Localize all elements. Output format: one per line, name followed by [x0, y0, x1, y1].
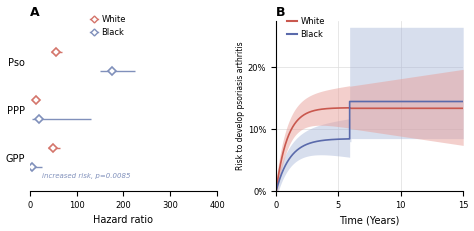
Y-axis label: Risk to develop psoriasis arthritis: Risk to develop psoriasis arthritis	[236, 42, 245, 170]
Legend: White, Black: White, Black	[86, 12, 129, 40]
Text: B: B	[276, 6, 285, 18]
X-axis label: Time (Years): Time (Years)	[339, 216, 400, 225]
Legend: White, Black: White, Black	[284, 13, 328, 42]
Text: A: A	[30, 6, 39, 18]
X-axis label: Hazard ratio: Hazard ratio	[93, 216, 154, 225]
Text: increased risk, p=0.0085: increased risk, p=0.0085	[42, 173, 130, 179]
